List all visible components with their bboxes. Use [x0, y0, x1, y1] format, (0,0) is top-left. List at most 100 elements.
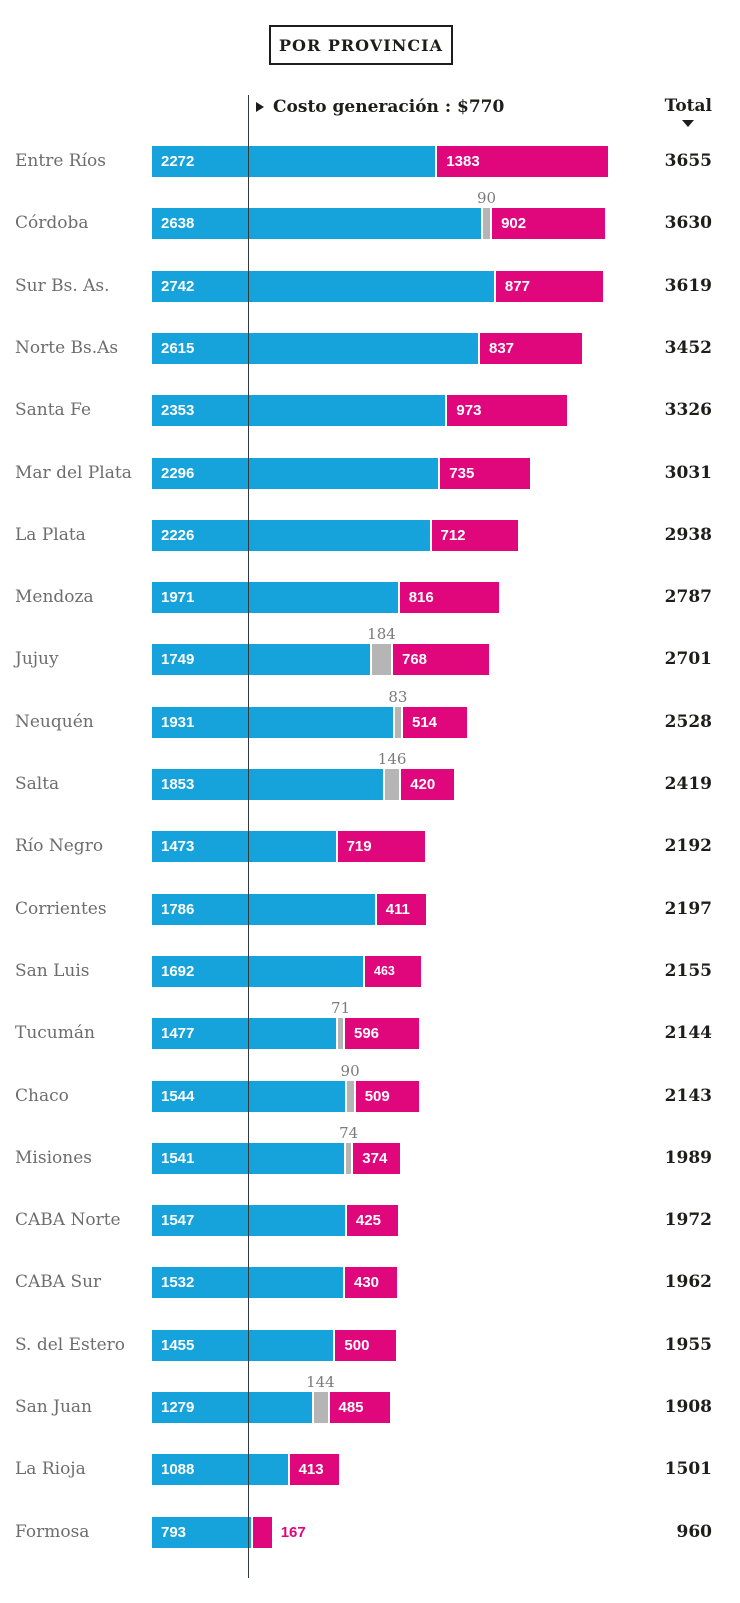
bar-row: S. del Estero 1455 500 1955: [0, 1312, 740, 1361]
pink-segment-value: 877: [504, 277, 530, 295]
total-value: 1962: [664, 1272, 712, 1293]
stacked-bar: 1088 413: [152, 1454, 340, 1486]
bar-segment-pink: 425: [344, 1205, 398, 1237]
stacked-bar: 1544 509: [152, 1080, 420, 1112]
blue-segment-value: 1279: [161, 1399, 195, 1416]
gray-segment-value: 184: [367, 625, 396, 644]
bar-segment-blue: 1473: [152, 831, 336, 863]
pink-segment-value: 413: [298, 1461, 324, 1479]
pink-segment-value: 411: [385, 900, 410, 918]
category-label: San Luis: [15, 960, 90, 981]
stacked-bar: 2615 837: [152, 332, 583, 364]
bar-row: Jujuy 184 1749 768 2701: [0, 625, 740, 676]
bar-row: Río Negro 1473 719 2192: [0, 813, 740, 863]
blue-segment-value: 2226: [161, 526, 195, 544]
bar-row: Tucumán 71 1477 596 2144: [0, 999, 740, 1050]
pink-segment-value: 485: [338, 1399, 364, 1416]
bar-segment-pink: 430: [343, 1267, 397, 1299]
stacked-bar: 2742 877: [152, 270, 604, 302]
triangle-down-icon: [682, 120, 695, 127]
pink-segment-value: 816: [408, 589, 434, 607]
pink-segment-value: 719: [346, 838, 372, 856]
total-value: 2528: [664, 711, 712, 732]
bar-segment-pink: 837: [478, 332, 583, 364]
gray-segment-value: 90: [340, 1061, 360, 1080]
bar-segment-blue: 2638: [152, 208, 481, 240]
bar-row: Sur Bs. As. 2742 877 3619: [0, 253, 740, 302]
bar-segment-pink: 374: [353, 1142, 400, 1174]
blue-segment-value: 1547: [161, 1212, 195, 1230]
category-label: Río Negro: [15, 836, 104, 857]
category-label: Salta: [15, 774, 60, 794]
category-label: Sur Bs. As.: [15, 275, 110, 296]
total-value: 2155: [664, 960, 712, 981]
total-value: 1972: [664, 1210, 712, 1231]
category-label: Misiones: [15, 1147, 92, 1168]
bar-segment-gray: [344, 1080, 356, 1112]
blue-segment-value: 2272: [161, 153, 195, 170]
gray-segment-value: 74: [339, 1123, 359, 1142]
pink-segment-value: 514: [411, 713, 438, 731]
gray-segment-value: 83: [388, 687, 408, 706]
total-value: 960: [676, 1521, 713, 1542]
pink-segment-value: 1383: [446, 153, 480, 170]
category-label: Mendoza: [15, 587, 94, 608]
stacked-bar: 1473 719: [152, 831, 426, 863]
bar-row: San Juan 144 1279 485 1908: [0, 1373, 740, 1423]
category-label: Norte Bs.As: [15, 337, 119, 358]
category-label: CABA Norte: [15, 1210, 121, 1231]
threshold-label: Costo generación : $770: [273, 97, 505, 117]
bar-segment-blue: 1279: [152, 1392, 312, 1423]
bar-segment-pink: 413: [287, 1454, 340, 1486]
category-label: La Rioja: [15, 1459, 86, 1480]
bar-segment-pink: 463: [363, 955, 421, 987]
stacked-bar: 1749 768: [152, 644, 489, 676]
pink-segment-value: 902: [501, 215, 527, 233]
bar-segment-blue: 2272: [152, 146, 436, 177]
stacked-bar: 793: [152, 1516, 272, 1548]
bar-segment-pink: 902: [492, 208, 605, 240]
triangle-right-icon: [256, 102, 264, 112]
total-value: 3031: [664, 462, 712, 483]
category-label: Santa Fe: [15, 400, 92, 421]
blue-segment-value: 1692: [161, 962, 195, 980]
total-value: 2144: [664, 1023, 712, 1044]
bar-row: Misiones 74 1541 374 1989: [0, 1123, 740, 1174]
bar-segment-blue: 1477: [152, 1018, 337, 1050]
bar-row: Norte Bs.As 2615 837 3452: [0, 315, 740, 364]
stacked-bar: 1541 374: [152, 1142, 400, 1174]
bar-segment-pink: [250, 1516, 272, 1548]
bar-segment-pink: 420: [401, 769, 454, 800]
total-value: 1501: [664, 1459, 712, 1480]
bar-segment-pink: 514: [402, 706, 468, 738]
bar-row: Mar del Plata 2296 735 3031: [0, 440, 740, 489]
gray-segment-value: 146: [377, 750, 407, 768]
bar-segment-pink: 877: [493, 270, 604, 302]
bar-segment-pink: 768: [392, 644, 489, 676]
bar-segment-pink: 735: [438, 457, 530, 489]
blue-segment-value: 1477: [161, 1025, 195, 1043]
threshold-legend: Costo generación : $770: [256, 97, 504, 117]
total-value: 2197: [664, 898, 712, 919]
gray-segment-value: 90: [476, 189, 497, 208]
category-label: Tucumán: [15, 1023, 95, 1044]
blue-segment-value: 1786: [161, 900, 195, 918]
pink-segment-value: 768: [401, 651, 428, 669]
category-label: Córdoba: [15, 213, 89, 234]
stacked-bar: 2353 973: [152, 395, 567, 427]
bar-segment-pink: 719: [335, 831, 426, 863]
bar-segment-gray: [370, 644, 393, 676]
bar-row: Chaco 90 1544 509 2143: [0, 1061, 740, 1112]
category-label: Corrientes: [15, 898, 107, 919]
total-value: 3630: [664, 213, 712, 234]
stacked-bar: 1477 596: [152, 1018, 420, 1050]
category-label: S. del Estero: [15, 1334, 126, 1355]
category-label: Mar del Plata: [15, 462, 132, 483]
bar-segment-blue: 2353: [152, 395, 446, 427]
bar-segment-gray: [344, 1142, 354, 1174]
category-label: Entre Ríos: [15, 151, 106, 171]
stacked-bar: 2296 735: [152, 457, 530, 489]
bar-segment-pink: 712: [429, 519, 519, 551]
bar-segment-gray: [392, 706, 403, 738]
